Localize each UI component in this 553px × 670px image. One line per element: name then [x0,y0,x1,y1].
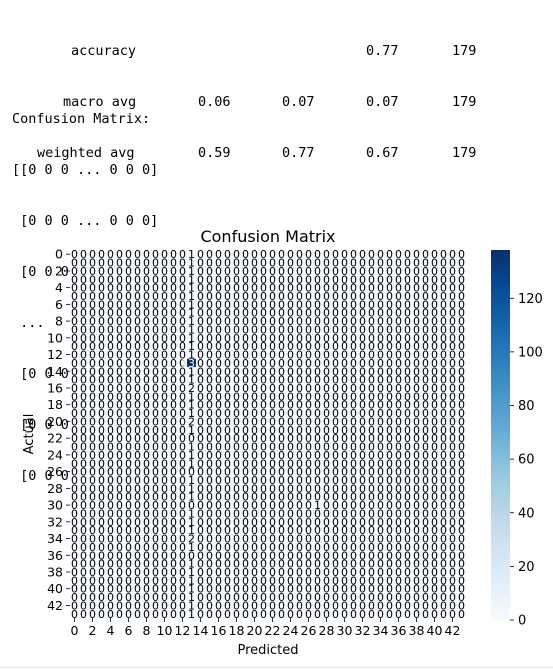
report-f1: 0.07 [366,94,399,111]
x-tick-label: 24 [283,623,299,638]
colorbar [491,250,510,620]
cell-label: 0 [332,608,339,621]
y-tick-label: 10 [47,330,63,345]
report-support: 179 [452,145,476,162]
cell-label: 0 [296,608,303,621]
cell-label: 0 [278,608,285,621]
report-row-accuracy: accuracy 0.77 179 [12,43,532,60]
colorbar-tick-label: 60 [518,453,535,468]
x-tick-label: 14 [193,623,209,638]
y-tick-label: 4 [55,280,63,295]
x-tick-label: 26 [301,623,317,638]
y-tick-label: 6 [55,297,63,312]
x-tick-label: 30 [337,623,353,638]
x-tick-label: 36 [391,623,407,638]
colorbar-tick-label: 100 [518,345,543,360]
report-f1: 0.67 [366,145,399,162]
cell-label: 0 [152,608,159,621]
y-axis-label: Actual [22,414,37,455]
x-tick-label: 8 [143,623,151,638]
colorbar-tick-label: 20 [518,560,535,575]
cell-label: 0 [260,608,267,621]
colorbar-tick-label: 0 [518,614,526,629]
colorbar-tick-label: 80 [518,399,535,414]
cell-label: 0 [224,608,231,621]
x-axis-label: Predicted [237,643,298,658]
cell-label: 0 [422,608,429,621]
x-tick-label: 0 [71,623,79,638]
report-precision: 0.59 [198,145,231,162]
y-tick-label: 14 [47,364,63,379]
y-tick-label: 16 [47,381,63,396]
cell-label: 0 [458,608,465,621]
y-tick-label: 12 [47,347,63,362]
x-tick-label: 34 [373,623,389,638]
y-tick-label: 28 [47,481,63,496]
x-tick-label: 42 [445,623,461,638]
report-f1: 0.77 [366,43,399,60]
x-tick-label: 20 [247,623,263,638]
y-tick-label: 32 [47,514,63,529]
y-tick-label: 34 [47,531,63,546]
cell-label: 0 [350,608,357,621]
report-recall: 0.07 [282,94,315,111]
x-tick-label: 4 [107,623,115,638]
chart-title: Confusion Matrix [200,227,335,246]
y-tick-label: 8 [55,314,63,329]
confusion-matrix-chart: Confusion Matrix 0 0 0 0 0 0 0 0 0 0 0 0 0 1 0 0 0 0 0 0 0 0 0 0… [0,225,553,665]
cell-label: 0 [368,608,375,621]
x-tick-label: 16 [211,623,227,638]
cell-label: 0 [206,608,213,621]
x-tick-label: 38 [409,623,425,638]
x-tick-label: 18 [229,623,245,638]
cell-label: 0 [134,608,141,621]
y-tick-label: 38 [47,565,63,580]
cell-label: 0 [314,608,321,621]
x-tick-label: 12 [175,623,191,638]
cell-label: 0 [80,608,87,621]
y-tick-label: 20 [47,414,63,429]
x-tick-label: 2 [89,623,97,638]
cell-label: 0 [116,608,123,621]
cell-label: 0 [170,608,177,621]
report-label: accuracy [71,43,136,60]
colorbar-tick-label: 40 [518,506,535,521]
divider [0,667,553,668]
colorbar-tick-label: 120 [518,292,543,307]
report-precision: 0.06 [198,94,231,111]
cell-label: 0 [440,608,447,621]
report-support: 179 [452,94,476,111]
y-tick-label: 30 [47,498,63,513]
y-tick-label: 22 [47,431,63,446]
heatmap-svg: Confusion Matrix0 0 0 0 0 0 0 0 0 0 0 0 0 1 0 0 0 0 0 0 0 0 0 0… [0,225,553,665]
chart-layer: Confusion Matrix0 0 0 0 0 0 0 0 0 0 0 0 0 1 0 0 0 0 0 0 0 0 0 0… [22,227,543,658]
confusion-matrix-heading: Confusion Matrix: [12,111,166,128]
report-recall: 0.77 [282,145,315,162]
y-tick-label: 42 [47,598,63,613]
report-support: 179 [452,43,476,60]
y-tick-label: 36 [47,548,63,563]
y-tick-label: 24 [47,447,63,462]
x-tick-label: 40 [427,623,443,638]
x-tick-label: 10 [157,623,173,638]
cell-label: 0 [404,608,411,621]
cell-label: 1 [188,608,195,621]
y-tick-label: 0 [55,247,63,262]
cell-label: 0 [98,608,105,621]
y-tick-label: 2 [55,263,63,278]
cell-label: 0 [242,608,249,621]
x-tick-label: 22 [265,623,281,638]
y-tick-label: 40 [47,581,63,596]
y-tick-label: 26 [47,464,63,479]
cell-label: 0 [386,608,393,621]
x-tick-label: 6 [125,623,133,638]
matrix-line: [[0 0 0 ... 0 0 0] [12,162,166,179]
x-tick-label: 28 [319,623,335,638]
y-tick-label: 18 [47,397,63,412]
x-tick-label: 32 [355,623,371,638]
